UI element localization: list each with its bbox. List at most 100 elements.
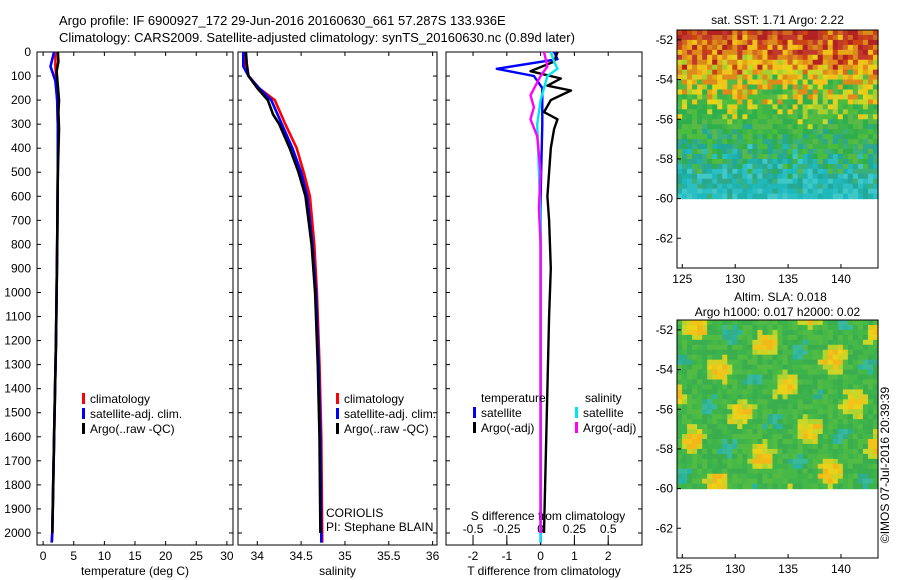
sla-map-cell: [857, 359, 864, 366]
sla-map-cell: [762, 463, 769, 470]
sst-map-cell: [827, 134, 834, 140]
sla-map-cell: [722, 349, 728, 356]
sst-map-cell: [852, 158, 859, 165]
sst-map-cell: [687, 168, 693, 175]
sla-map-cell: [792, 339, 799, 346]
sst-map-cell: [857, 163, 864, 170]
sst-map-cell: [837, 34, 844, 41]
sla-map-cell: [767, 379, 774, 386]
sla-map-cell: [832, 364, 839, 371]
sst-map-cell: [827, 178, 834, 185]
sla-map-cell: [717, 439, 723, 445]
sla-map-cell: [832, 354, 839, 361]
sst-map-cell: [767, 158, 774, 165]
sst-map-cell: [682, 124, 688, 130]
sla-map-cell: [762, 354, 769, 361]
sst-map-cell: [817, 104, 824, 110]
sst-map-cell: [832, 173, 839, 180]
sst-map-cell: [732, 149, 738, 155]
sla-map-cell: [682, 473, 688, 480]
sla-map-cell: [687, 369, 693, 376]
sst-map-cell: [717, 69, 723, 76]
sst-map-cell: [802, 84, 809, 91]
sst-map-cell: [762, 139, 769, 145]
sst-map-cell: [722, 119, 728, 125]
sla-map-cell: [687, 468, 693, 475]
sla-map-cell: [757, 320, 764, 326]
sst-map-cell: [702, 34, 708, 41]
sla-map-cell: [712, 369, 718, 376]
sla-map-cell: [692, 354, 698, 361]
sst-map-cell: [702, 173, 708, 180]
sst-map-cell: [697, 74, 703, 81]
sst-map-cell: [832, 158, 839, 165]
sst-map-cell: [737, 188, 743, 195]
sla-map-cell: [687, 448, 693, 455]
sst-map-cell: [807, 94, 814, 101]
sla-map-cell: [707, 344, 713, 351]
sst-map-cell: [682, 114, 688, 120]
sla-map-cell: [762, 478, 769, 485]
sla-map-cell: [677, 448, 683, 455]
sla-map-cell: [827, 399, 834, 405]
sla-map-cell: [757, 473, 764, 480]
sla-map-cell: [702, 458, 708, 465]
sst-map-cell: [847, 109, 854, 115]
sst-map-cell: [792, 188, 799, 195]
sla-map-cell: [722, 394, 728, 400]
sst-map-cell: [742, 149, 748, 155]
sla-map-ytick-label: -54: [656, 363, 674, 377]
sst-map-cell: [812, 84, 819, 91]
sst-map-cell: [747, 149, 753, 155]
sst-map-cell: [747, 163, 753, 170]
sla-map-cell: [782, 359, 789, 366]
sla-map-cell: [782, 439, 789, 445]
sla-map-cell: [712, 334, 718, 341]
sst-map-cell: [742, 104, 748, 110]
sla-map-cell: [842, 439, 849, 445]
sst-map-cell: [737, 144, 743, 150]
sst-map-cell: [737, 79, 743, 86]
sst-map-cell: [692, 158, 698, 165]
sst-map-title: sat. SST: 1.71 Argo: 2.22: [711, 13, 844, 27]
sla-map-cell: [732, 463, 738, 470]
sst-map-cell: [702, 124, 708, 130]
sla-map-cell: [762, 369, 769, 376]
sla-map-cell: [782, 374, 789, 381]
sst-map-cell: [692, 193, 698, 200]
diff-series-1: [529, 51, 573, 534]
sst-map-cell: [797, 158, 804, 165]
temp-legend-swatch: [82, 393, 85, 404]
sla-map-cell: [772, 334, 779, 341]
sla-map-cell: [842, 329, 849, 336]
sla-map-cell: [842, 334, 849, 341]
sla-map-cell: [782, 339, 789, 346]
sla-map-cell: [777, 458, 784, 465]
sst-map-cell: [782, 158, 789, 165]
sla-map-cell: [767, 439, 774, 445]
sst-map-cell: [822, 59, 829, 66]
sst-map-cell: [782, 139, 789, 145]
sla-map-cell: [807, 453, 814, 460]
sst-map-cell: [872, 49, 879, 56]
sla-map-cell: [752, 404, 759, 410]
sst-map-cell: [867, 74, 874, 81]
sst-map-cell: [832, 109, 839, 115]
sst-map-cell: [822, 84, 829, 91]
sla-map-cell: [822, 349, 829, 356]
sst-map-cell: [762, 39, 769, 46]
sst-map-cell: [747, 69, 753, 76]
sla-map-cell: [697, 329, 703, 336]
sst-map-cell: [762, 79, 769, 86]
sla-map-cell: [867, 399, 874, 405]
sst-map-cell: [792, 89, 799, 96]
sla-map-cell: [717, 429, 723, 435]
sst-map-cell: [802, 149, 809, 155]
sst-map-cell: [862, 54, 869, 61]
sla-map-cell: [752, 443, 759, 450]
sst-map-cell: [767, 153, 774, 160]
sst-map-cell: [857, 74, 864, 81]
sst-map-cell: [742, 129, 748, 135]
sla-map-cell: [692, 369, 698, 376]
sst-map-cell: [712, 193, 718, 200]
